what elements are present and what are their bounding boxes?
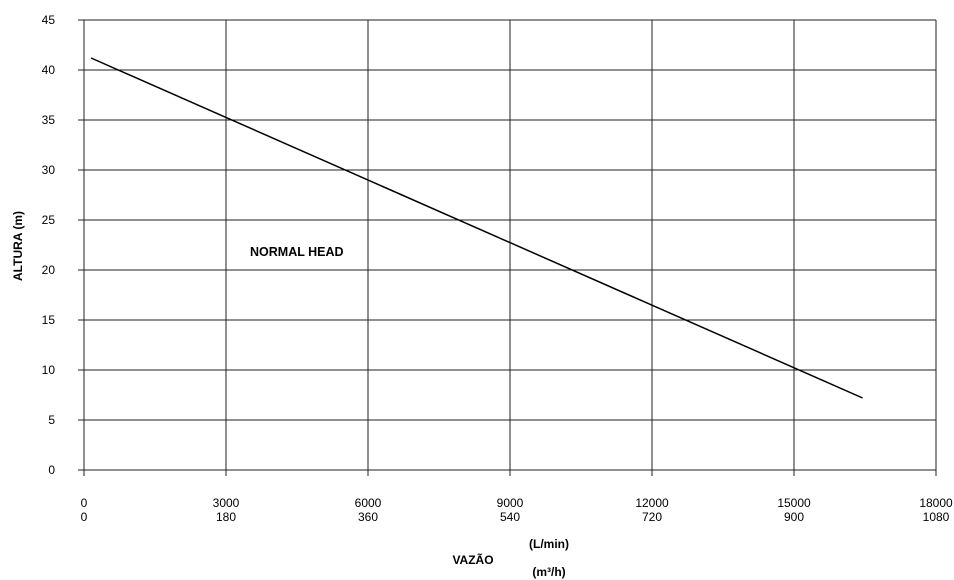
y-tick-label: 20	[42, 263, 56, 277]
series	[90, 57, 863, 399]
y-tick-label: 35	[42, 113, 56, 127]
y-axis-title: ALTURA (m)	[11, 211, 25, 281]
series-line-normal-head	[90, 57, 863, 399]
x-tick-label-primary: 0	[81, 496, 88, 510]
x-tick-label-primary: 15000	[777, 496, 811, 510]
x-axis-title: VAZÃO	[452, 552, 493, 567]
x-axis-unit-primary: (L/min)	[529, 537, 569, 551]
axes	[78, 19, 937, 476]
y-tick-label: 10	[42, 363, 56, 377]
x-tick-label-primary: 3000	[213, 496, 240, 510]
x-tick-label-primary: 18000	[919, 496, 953, 510]
annotation-normal-head: NORMAL HEAD	[250, 245, 344, 259]
x-tick-label-secondary: 360	[358, 510, 378, 524]
y-tick-label: 5	[48, 413, 55, 427]
x-tick-label-primary: 6000	[355, 496, 382, 510]
x-tick-label-secondary: 1080	[923, 510, 950, 524]
grid	[84, 19, 937, 470]
x-tick-label-secondary: 540	[500, 510, 520, 524]
x-tick-label-secondary: 720	[642, 510, 662, 524]
y-tick-label: 0	[48, 463, 55, 477]
y-tick-label: 25	[42, 213, 56, 227]
y-tick-label: 40	[42, 63, 56, 77]
y-tick-labels: 0 5 10 15 20 25 30 35 40 45	[42, 13, 56, 477]
y-tick-label: 45	[42, 13, 56, 27]
x-tick-label-secondary: 0	[81, 510, 88, 524]
y-tick-label: 15	[42, 313, 56, 327]
x-tick-label-secondary: 900	[784, 510, 804, 524]
x-tick-label-secondary: 180	[216, 510, 236, 524]
y-tick-label: 30	[42, 163, 56, 177]
x-tick-label-primary: 12000	[635, 496, 669, 510]
x-axis-unit-secondary: (m³/h)	[532, 565, 565, 579]
x-tick-label-primary: 9000	[497, 496, 524, 510]
